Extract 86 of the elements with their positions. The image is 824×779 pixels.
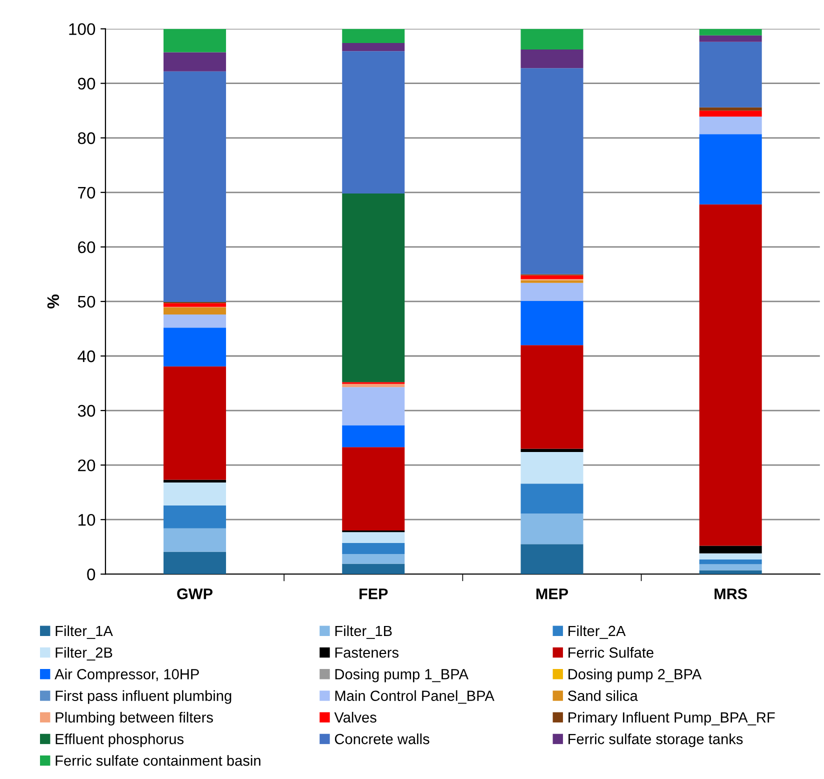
legend-label: Primary Influent Pump_BPA_RF xyxy=(568,712,775,726)
legend-label: Effluent phosphorus xyxy=(56,733,184,748)
bar xyxy=(342,43,405,52)
bar xyxy=(520,452,584,484)
bar xyxy=(164,366,226,480)
bar xyxy=(699,107,762,111)
bar xyxy=(520,345,584,449)
bar xyxy=(342,384,405,388)
bar xyxy=(164,71,226,302)
bar xyxy=(342,51,405,194)
bar xyxy=(699,28,762,36)
bar xyxy=(164,480,226,483)
bar xyxy=(342,194,405,382)
bar xyxy=(164,505,226,528)
bar xyxy=(164,307,226,315)
bar xyxy=(342,554,405,564)
y-tick-label: 100 xyxy=(69,23,96,36)
bar xyxy=(699,110,762,117)
y-tick-label: 60 xyxy=(78,241,96,254)
y-axis-title: % xyxy=(47,294,60,308)
bar xyxy=(520,28,584,50)
bar xyxy=(342,532,405,544)
bar xyxy=(342,447,405,530)
x-tick-label: MEP xyxy=(536,588,568,600)
legend-label: Dosing pump 1_BPA xyxy=(335,668,468,682)
bar xyxy=(520,280,584,283)
y-tick-label: 30 xyxy=(78,404,96,417)
legend-label: Filter_2B xyxy=(56,647,112,660)
bar xyxy=(699,553,762,560)
bar xyxy=(699,564,762,570)
bar xyxy=(520,484,584,514)
y-tick-label: 50 xyxy=(78,296,96,308)
bar xyxy=(699,35,762,42)
bar xyxy=(699,559,762,564)
legend-label: First pass influent plumbing xyxy=(56,690,232,704)
y-tick-label: 40 xyxy=(78,350,96,362)
legend-label: Plumbing between filters xyxy=(56,712,213,726)
legend-label: Filter_1B xyxy=(335,625,392,639)
bar xyxy=(164,552,226,574)
y-tick-label: 90 xyxy=(78,78,96,90)
y-tick-label: 80 xyxy=(78,132,96,144)
bar xyxy=(699,42,762,108)
legend-label: Filter_2A xyxy=(568,625,626,639)
bar xyxy=(699,116,762,134)
bar xyxy=(342,425,405,448)
legend-label: Main Control Panel_BPA xyxy=(335,690,494,704)
y-tick-label: 70 xyxy=(78,186,96,199)
bar xyxy=(520,544,584,574)
bar xyxy=(520,300,584,346)
bar xyxy=(164,314,226,328)
bar xyxy=(342,543,405,554)
bar xyxy=(699,570,762,574)
bar xyxy=(520,282,584,301)
bar xyxy=(164,328,226,366)
legend-label: Ferric Sulfate xyxy=(568,647,654,658)
bar xyxy=(520,50,584,68)
bar xyxy=(520,275,584,280)
y-tick-label: 0 xyxy=(87,568,96,580)
bar xyxy=(164,52,226,72)
bar xyxy=(164,482,226,506)
bar xyxy=(342,387,405,426)
bar xyxy=(164,528,226,552)
legend-label: Sand silica xyxy=(568,690,638,701)
y-tick-label: 20 xyxy=(78,459,96,472)
legend-label: Air Compressor, 10HP xyxy=(54,668,199,682)
legend-label: Dosing pump 2_BPA xyxy=(568,668,702,682)
bar xyxy=(699,134,762,204)
bar xyxy=(520,448,584,452)
x-tick-label: FEP xyxy=(360,588,388,600)
y-tick-label: 10 xyxy=(78,514,96,526)
bar xyxy=(699,546,762,554)
legend-label: Ferric sulfate containment basin xyxy=(56,755,260,766)
legend-label: Concrete walls xyxy=(334,733,430,744)
legend-label: Ferric sulfate storage tanks xyxy=(568,733,743,748)
bar xyxy=(342,28,405,43)
bar xyxy=(699,204,762,546)
legend-label: Filter_1A xyxy=(56,625,113,639)
bar xyxy=(164,303,226,307)
bar xyxy=(520,68,584,274)
x-tick-label: MRS xyxy=(714,588,747,600)
bar xyxy=(342,564,405,574)
bar xyxy=(520,514,584,544)
legend-label: Valves xyxy=(334,712,376,723)
legend-label: Fasteners xyxy=(335,648,399,658)
bar xyxy=(164,28,226,52)
x-tick-label: GWP xyxy=(177,588,212,600)
